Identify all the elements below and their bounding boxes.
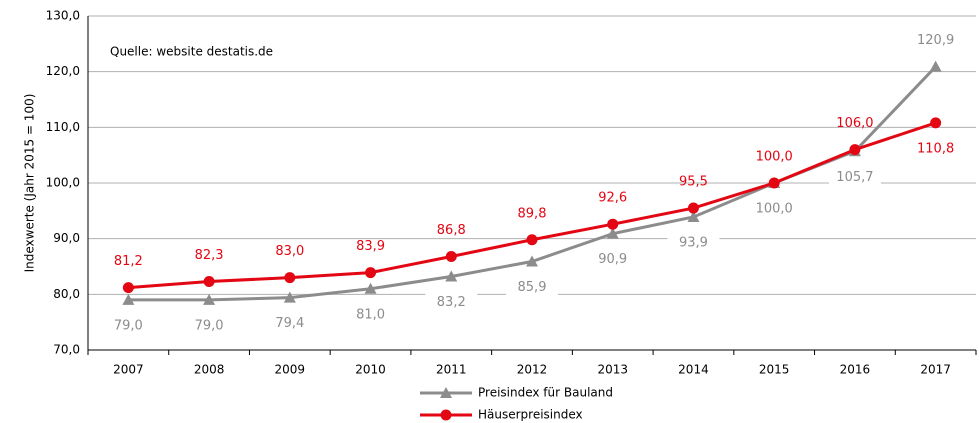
x-tick-label: 2017 [920, 363, 951, 377]
data-point [930, 117, 942, 129]
data-label: 79,0 [114, 318, 143, 333]
x-tick-label: 2008 [194, 363, 225, 377]
data-label: 83,0 [275, 244, 304, 259]
data-point [364, 282, 377, 294]
x-tick-label: 2009 [275, 363, 306, 377]
y-tick-label: 70,0 [53, 343, 80, 357]
data-label: 90,9 [598, 252, 627, 267]
data-label: 89,8 [518, 206, 547, 221]
label-background [344, 305, 397, 324]
y-tick-label: 90,0 [53, 231, 80, 245]
data-label: 95,5 [679, 175, 708, 190]
source-annotation: Quelle: website destatis.de [110, 45, 273, 59]
label-background [183, 316, 236, 335]
data-point [607, 218, 619, 230]
data-point [526, 234, 538, 246]
data-label: 100,0 [756, 202, 793, 217]
data-point [284, 272, 296, 284]
label-background [909, 139, 962, 158]
x-tick-label: 2016 [840, 363, 871, 377]
y-tick-label: 110,0 [46, 120, 80, 134]
legend-label: Häuserpreisindex [478, 408, 583, 422]
x-tick-label: 2013 [597, 363, 628, 377]
x-tick-label: 2011 [436, 363, 467, 377]
data-label: 110,8 [917, 141, 954, 156]
data-point [445, 250, 457, 262]
data-label: 85,9 [518, 280, 547, 295]
data-point [687, 202, 699, 214]
x-tick-label: 2015 [759, 363, 790, 377]
legend-marker [440, 387, 452, 398]
data-label: 81,0 [356, 307, 385, 322]
label-background [102, 316, 155, 335]
label-background [667, 233, 720, 252]
data-point [122, 282, 134, 294]
data-point [122, 293, 135, 305]
label-background [425, 293, 478, 312]
y-tick-label: 130,0 [46, 9, 80, 23]
x-tick-label: 2012 [517, 363, 548, 377]
data-label: 83,9 [356, 239, 385, 254]
data-point [768, 177, 780, 189]
y-tick-label: 80,0 [53, 287, 80, 301]
data-point [203, 276, 215, 288]
data-label: 93,9 [679, 235, 708, 250]
data-point [203, 293, 216, 305]
data-label: 86,8 [437, 223, 466, 238]
data-point [526, 255, 538, 267]
y-tick-label: 100,0 [46, 176, 80, 190]
data-point [606, 227, 619, 239]
data-point [445, 270, 458, 282]
legend-label: Preisindex für Bauland [478, 386, 613, 400]
data-label: 120,9 [917, 33, 954, 48]
data-label: 79,0 [195, 318, 224, 333]
x-tick-label: 2010 [355, 363, 386, 377]
label-background [263, 314, 316, 333]
label-background [748, 200, 801, 218]
y-tick-label: 120,0 [46, 64, 80, 78]
legend-marker [440, 409, 452, 421]
data-label: 81,2 [114, 254, 143, 269]
data-point [849, 144, 861, 156]
y-axis-label: Indexwerte (Jahr 2015 = 100) [23, 94, 37, 273]
data-point [283, 291, 296, 303]
data-label: 79,4 [275, 316, 304, 331]
data-label: 106,0 [836, 116, 873, 131]
data-label: 100,0 [756, 150, 793, 165]
data-label: 105,7 [836, 170, 873, 185]
x-tick-label: 2007 [113, 363, 144, 377]
data-point [929, 60, 942, 72]
data-label: 92,6 [598, 191, 627, 206]
label-background [828, 168, 881, 187]
x-tick-label: 2014 [678, 363, 709, 377]
label-background [586, 250, 639, 269]
data-label: 82,3 [195, 248, 224, 263]
data-point [365, 267, 377, 279]
data-label: 83,2 [437, 295, 466, 310]
data-point [687, 210, 700, 222]
label-background [506, 278, 558, 297]
